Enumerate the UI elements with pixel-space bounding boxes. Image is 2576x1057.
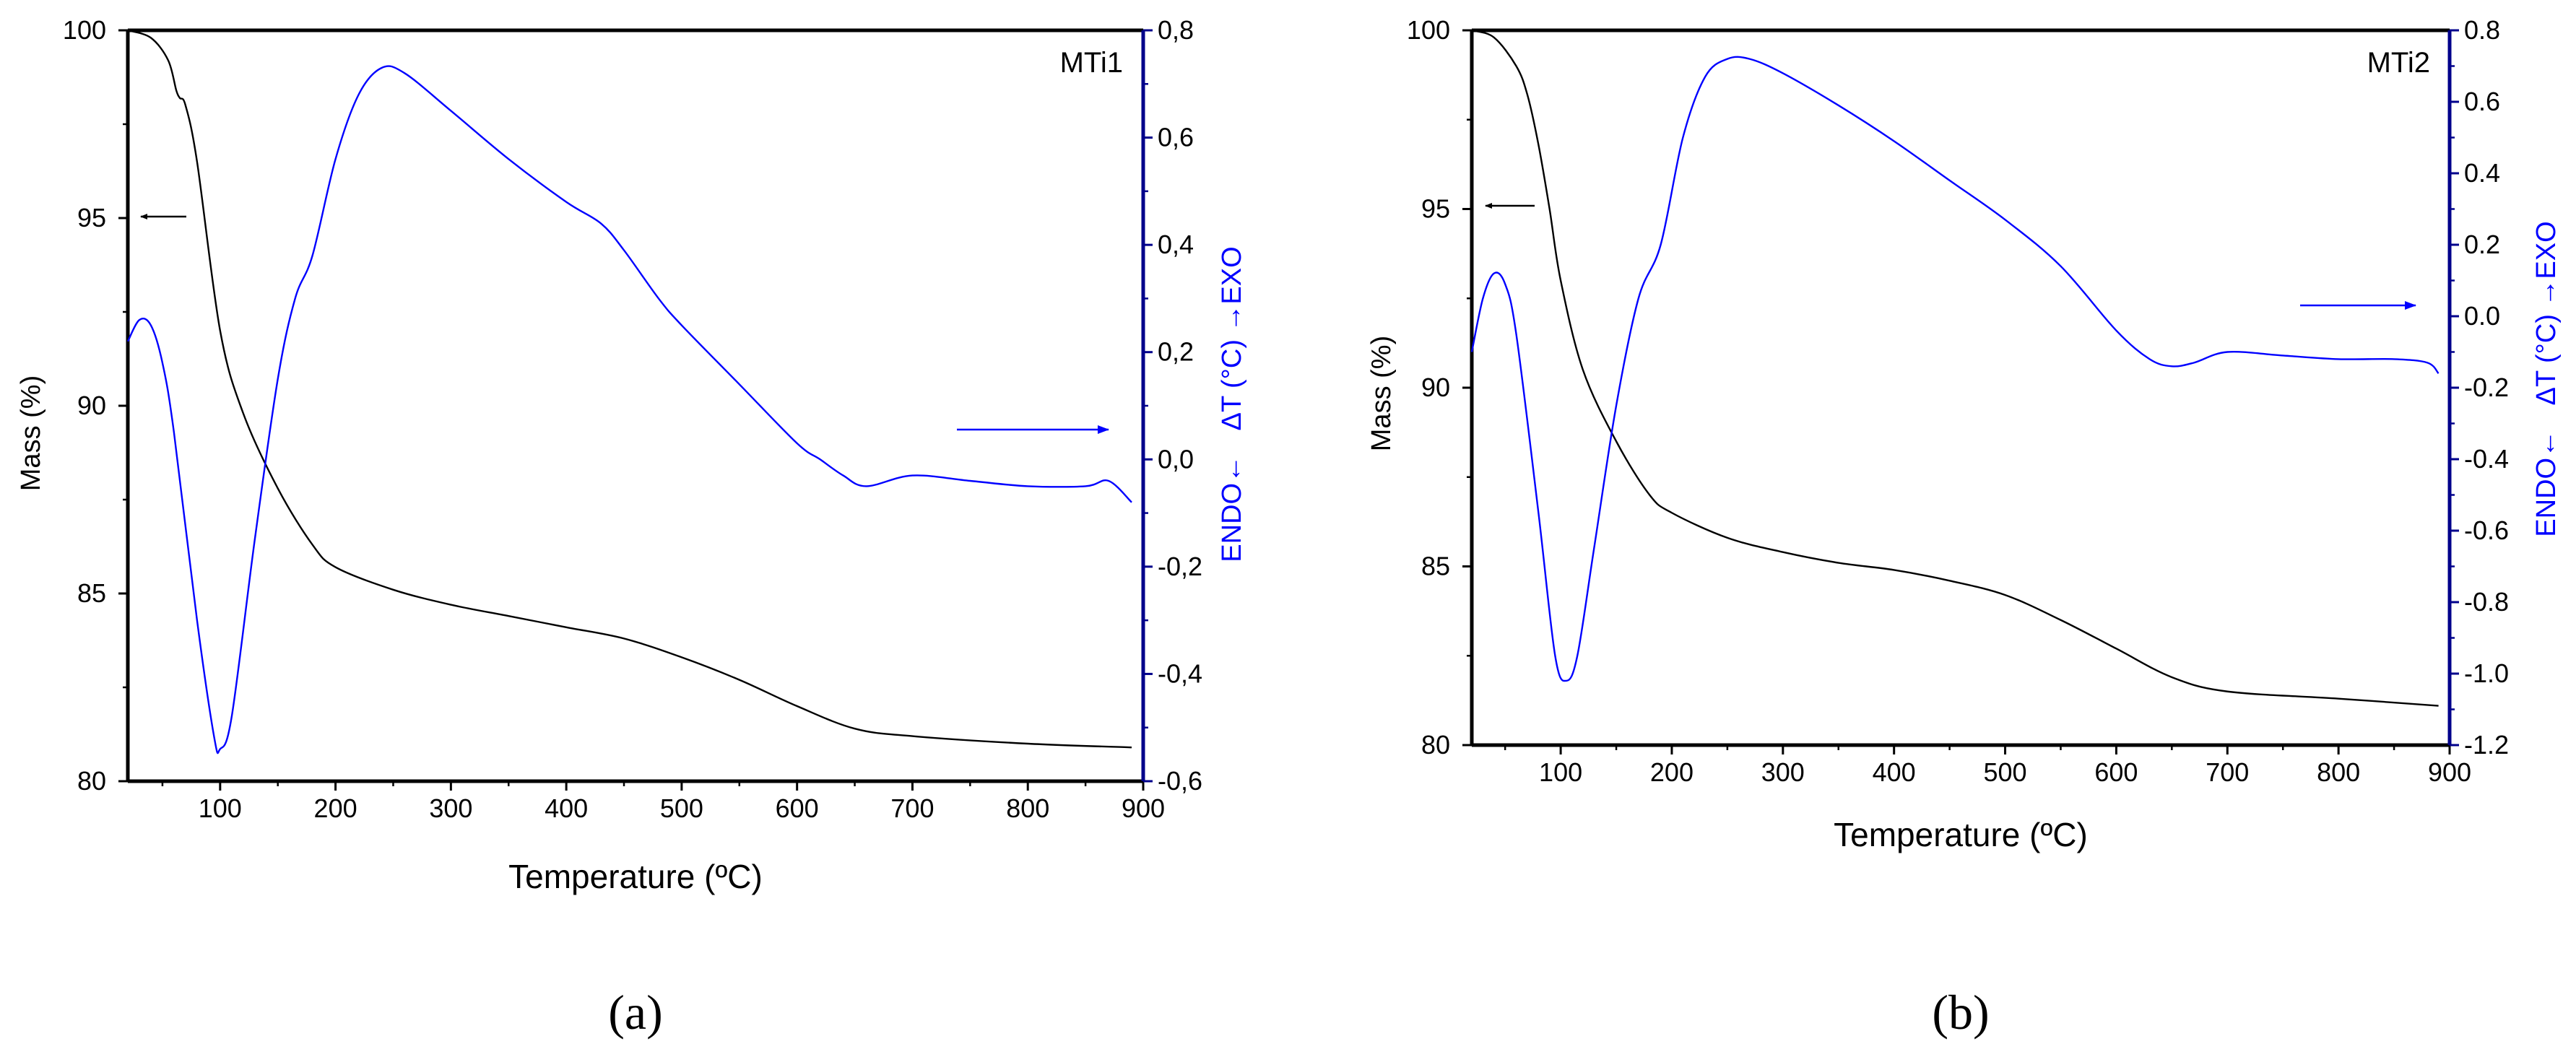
y2-axis-title-b: ENDO← ΔT (°C) →EXO [2531, 221, 2562, 536]
x-tick-label-a-6: 700 [890, 793, 934, 823]
y2-axis-title-b-endo: ENDO← [2531, 430, 2562, 537]
y2-tick-label-b-4: -0.4 [2464, 444, 2509, 474]
y2-tick-label-a-4: 0,2 [1158, 337, 1194, 367]
y-tick-label-b-3: 95 [1421, 194, 1450, 224]
x-tick-label-b-6: 700 [2206, 757, 2249, 787]
plot-area-a: 100 200 300 400 500 600 700 800 900 80 85 90 95 100 -0… [63, 15, 1202, 823]
y2-tick-label-a-6: 0,6 [1158, 123, 1194, 152]
dta-curve-a [126, 65, 1132, 754]
y2-tick-label-b-10: 0.8 [2464, 15, 2500, 45]
panel-caption-b: (b) [1932, 985, 1989, 1040]
panel-b: 100 200 300 400 500 600 700 800 900 80 85 90 95 100 -1… [1366, 15, 2562, 1040]
mass-curve-b [1471, 29, 2439, 707]
x-tick-label-a-1: 200 [314, 793, 357, 823]
y2-tick-label-a-2: -0,2 [1158, 552, 1202, 581]
y2-tick-label-a-1: -0,4 [1158, 658, 1202, 688]
panel-caption-a: (a) [608, 985, 662, 1040]
x-tick-label-b-4: 500 [1984, 757, 2027, 787]
y2-tick-label-b-5: -0.2 [2464, 373, 2509, 402]
panel-a: 100 200 300 400 500 600 700 800 900 80 85 90 95 100 -0… [16, 15, 1247, 1040]
y-tick-label-a-2: 90 [77, 391, 106, 420]
x-tick-label-b-2: 300 [1761, 757, 1805, 787]
y2-tick-label-b-2: -0.8 [2464, 587, 2509, 617]
y2-axis-title-b-exo: →EXO [2531, 221, 2562, 306]
y2-tick-label-a-0: -0,6 [1158, 766, 1202, 796]
y2-tick-label-b-1: -1.0 [2464, 658, 2509, 688]
x-tick-label-a-5: 600 [776, 793, 819, 823]
y2-tick-label-b-8: 0.4 [2464, 158, 2500, 188]
dta-curve-b [1470, 56, 2440, 682]
y-tick-label-b-4: 100 [1407, 15, 1450, 45]
y2-axis-title-b-dt: ΔT (°C) [2531, 314, 2562, 405]
y-tick-label-a-3: 95 [77, 203, 106, 232]
x-axis-title-b: Temperature (ºC) [1834, 816, 2088, 853]
x-tick-label-b-8: 900 [2428, 757, 2471, 787]
y-tick-label-a-1: 85 [77, 578, 106, 608]
mass-curve-a [127, 29, 1132, 749]
y2-axis-title-a-endo: ENDO← [1217, 456, 1247, 562]
y-axis-title-a: Mass (%) [16, 375, 46, 491]
x-tick-label-b-0: 100 [1539, 757, 1582, 787]
y2-tick-label-b-9: 0.6 [2464, 87, 2500, 116]
x-tick-label-a-2: 300 [429, 793, 472, 823]
plot-area-b: 100 200 300 400 500 600 700 800 900 80 85 90 95 100 -1… [1407, 15, 2509, 787]
y2-tick-label-b-7: 0.2 [2464, 230, 2500, 259]
x-axis-title-a: Temperature (ºC) [508, 858, 763, 895]
chart-title-a: MTi1 [1060, 47, 1123, 79]
y2-tick-label-b-0: -1.2 [2464, 730, 2509, 760]
x-tick-label-b-7: 800 [2317, 757, 2360, 787]
y2-tick-label-a-5: 0,4 [1158, 230, 1194, 259]
x-tick-label-a-0: 100 [199, 793, 242, 823]
y2-tick-label-b-3: -0.6 [2464, 516, 2509, 545]
x-tick-label-a-8: 900 [1122, 793, 1165, 823]
y2-tick-label-a-7: 0,8 [1158, 15, 1194, 45]
y-tick-label-b-1: 85 [1421, 552, 1450, 581]
x-tick-label-b-3: 400 [1873, 757, 1916, 787]
y2-axis-title-a-dt: ΔT (°C) [1217, 339, 1247, 430]
y-tick-label-a-0: 80 [77, 766, 106, 796]
y2-tick-label-a-3: 0,0 [1158, 444, 1194, 474]
x-tick-label-a-3: 400 [545, 793, 588, 823]
y-axis-title-b: Mass (%) [1366, 336, 1397, 451]
x-tick-label-a-7: 800 [1006, 793, 1049, 823]
y2-axis-title-a: ENDO← ΔT (°C) →EXO [1217, 246, 1247, 562]
x-tick-label-b-1: 200 [1650, 757, 1694, 787]
y-tick-label-b-0: 80 [1421, 730, 1450, 760]
chart-title-b: MTi2 [2367, 47, 2430, 79]
y-tick-label-b-2: 90 [1421, 373, 1450, 402]
x-tick-label-a-4: 500 [660, 793, 703, 823]
y-tick-label-a-4: 100 [63, 15, 106, 45]
y2-tick-label-b-6: 0.0 [2464, 301, 2500, 331]
x-tick-label-b-5: 600 [2094, 757, 2138, 787]
y2-axis-title-a-exo: →EXO [1217, 246, 1247, 331]
